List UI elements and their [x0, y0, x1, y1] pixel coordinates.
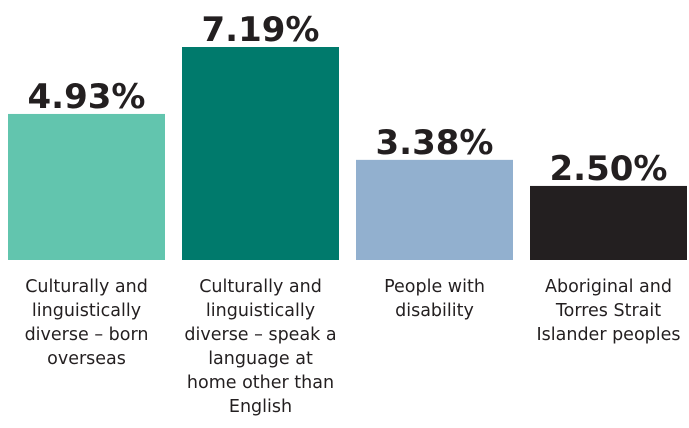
category-label-line: diverse – speak a — [184, 325, 337, 345]
category-label-line: disability — [395, 301, 474, 321]
category-label-line: Culturally and — [25, 277, 148, 297]
value-label-3: 3.38% — [376, 123, 494, 163]
value-label-1: 4.93% — [28, 77, 146, 117]
category-label-line: linguistically — [31, 301, 142, 321]
bar-3 — [356, 159, 513, 260]
category-label-line: overseas — [47, 349, 126, 369]
category-label-line: English — [228, 397, 293, 417]
category-label-2: Culturally and linguistically diverse – sp… — [177, 275, 345, 419]
category-label-line: Islander peoples — [536, 325, 681, 345]
category-label-line: Culturally and — [199, 277, 322, 297]
value-label-2: 7.19% — [202, 10, 320, 50]
category-label-line: language at — [208, 349, 313, 369]
category-label-4: Aboriginal and Torres Strait Islander peop… — [525, 275, 689, 347]
category-label-line: home other than — [186, 373, 335, 393]
value-label-4: 2.50% — [550, 149, 668, 189]
category-label-line: People with — [384, 277, 485, 297]
bar-4 — [530, 185, 687, 260]
category-label-line: Torres Strait — [555, 301, 662, 321]
bar-1 — [8, 113, 165, 260]
category-label-line: diverse – born — [24, 325, 149, 345]
bar-2 — [182, 47, 339, 260]
category-label-1: Culturally and linguistically diverse – bo… — [3, 275, 171, 371]
category-label-line: linguistically — [205, 301, 316, 321]
category-label-3: People with disability — [351, 275, 519, 323]
category-label-line: Aboriginal and — [545, 277, 672, 297]
bar-chart: 4.93% 7.19% 3.38% 2.50% — [8, 10, 687, 260]
